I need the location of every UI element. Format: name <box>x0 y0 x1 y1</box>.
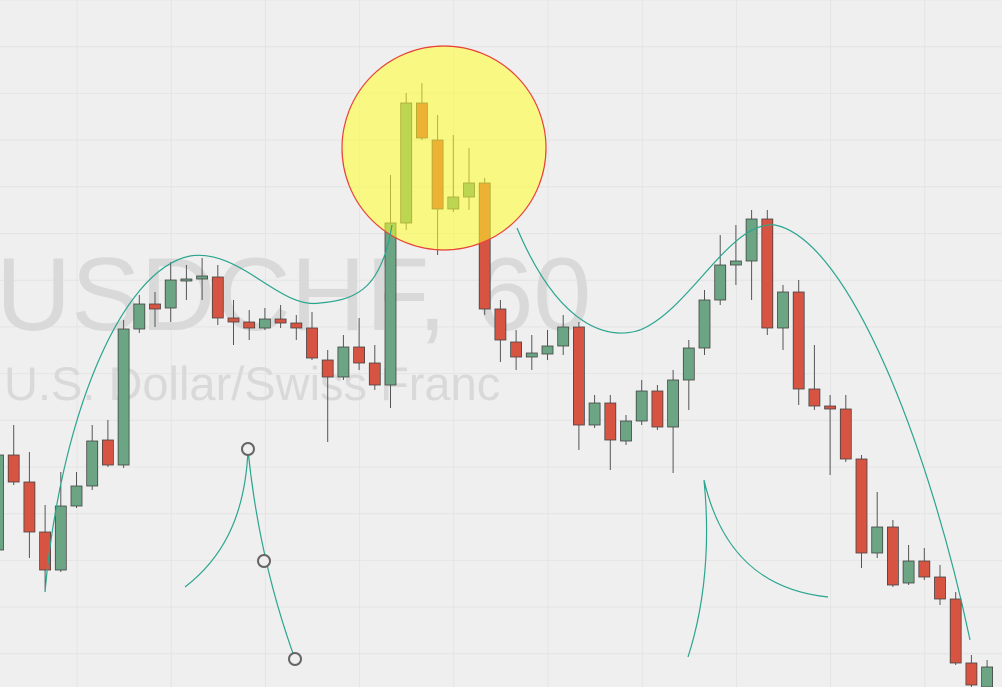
candle-body <box>86 440 99 487</box>
candle-body <box>573 326 585 426</box>
drawing-curve[interactable] <box>516 224 971 641</box>
candle-body <box>180 278 193 282</box>
candle-body <box>211 276 224 319</box>
candle-body <box>698 299 711 349</box>
candle-body <box>651 390 664 428</box>
candle-body <box>196 275 209 280</box>
candle-body <box>510 341 523 358</box>
candle-body <box>353 346 366 364</box>
candle-body <box>290 322 303 329</box>
drawing-curve[interactable] <box>44 224 393 593</box>
candle-body <box>258 318 271 329</box>
candle-body <box>117 328 130 466</box>
watermark-title: USDCHF, 60 <box>0 237 591 353</box>
candle-body <box>887 526 899 586</box>
candle-body <box>730 260 742 266</box>
drawing-curve[interactable] <box>687 479 829 658</box>
candle-body <box>902 560 915 584</box>
candle-body <box>54 505 67 571</box>
candle-body <box>70 485 83 507</box>
candle-body <box>682 347 695 381</box>
candle-body <box>243 321 256 329</box>
candle-body <box>7 454 20 483</box>
candle-body <box>321 359 334 378</box>
candle-body <box>227 317 240 323</box>
candle-body <box>965 662 978 686</box>
candle-body <box>918 560 931 578</box>
candle-body <box>761 218 774 329</box>
candle-body <box>588 402 601 426</box>
candle-body <box>792 291 805 390</box>
candle-body <box>525 352 538 358</box>
candle-body <box>368 362 381 386</box>
candle-body <box>871 526 884 554</box>
candle-body <box>934 576 946 600</box>
candle-body <box>102 439 114 466</box>
candle-body <box>541 345 554 355</box>
candle-body <box>557 326 570 347</box>
candle-body <box>306 327 318 359</box>
highlight-circle[interactable] <box>341 45 547 251</box>
candle-body <box>808 388 821 407</box>
drawing-handle[interactable] <box>257 554 271 568</box>
candle-body <box>39 531 51 571</box>
candle-body <box>981 666 993 687</box>
candle-body <box>23 481 36 533</box>
candle-body <box>337 346 350 378</box>
candle-body <box>839 408 852 460</box>
candle-body <box>274 318 287 324</box>
drawing-handle[interactable] <box>241 442 255 456</box>
candle-body <box>777 291 789 329</box>
candle-body <box>0 454 4 551</box>
candle-body <box>667 379 679 428</box>
candle-body <box>620 420 632 442</box>
candle-body <box>855 458 868 554</box>
candle-body <box>164 279 177 309</box>
candle-body <box>745 218 758 262</box>
watermark-subtitle: U.S. Dollar/Swiss Franc <box>4 357 500 410</box>
candle-body <box>133 303 146 330</box>
drawing-handle[interactable] <box>288 652 302 666</box>
candle-body <box>494 308 507 341</box>
candle-body <box>714 264 727 301</box>
candle-body <box>149 303 161 310</box>
candle-body <box>824 405 836 410</box>
candle-body <box>635 390 648 422</box>
candle-body <box>604 402 617 441</box>
candle-body <box>949 598 962 664</box>
drawing-curve[interactable] <box>184 449 296 660</box>
